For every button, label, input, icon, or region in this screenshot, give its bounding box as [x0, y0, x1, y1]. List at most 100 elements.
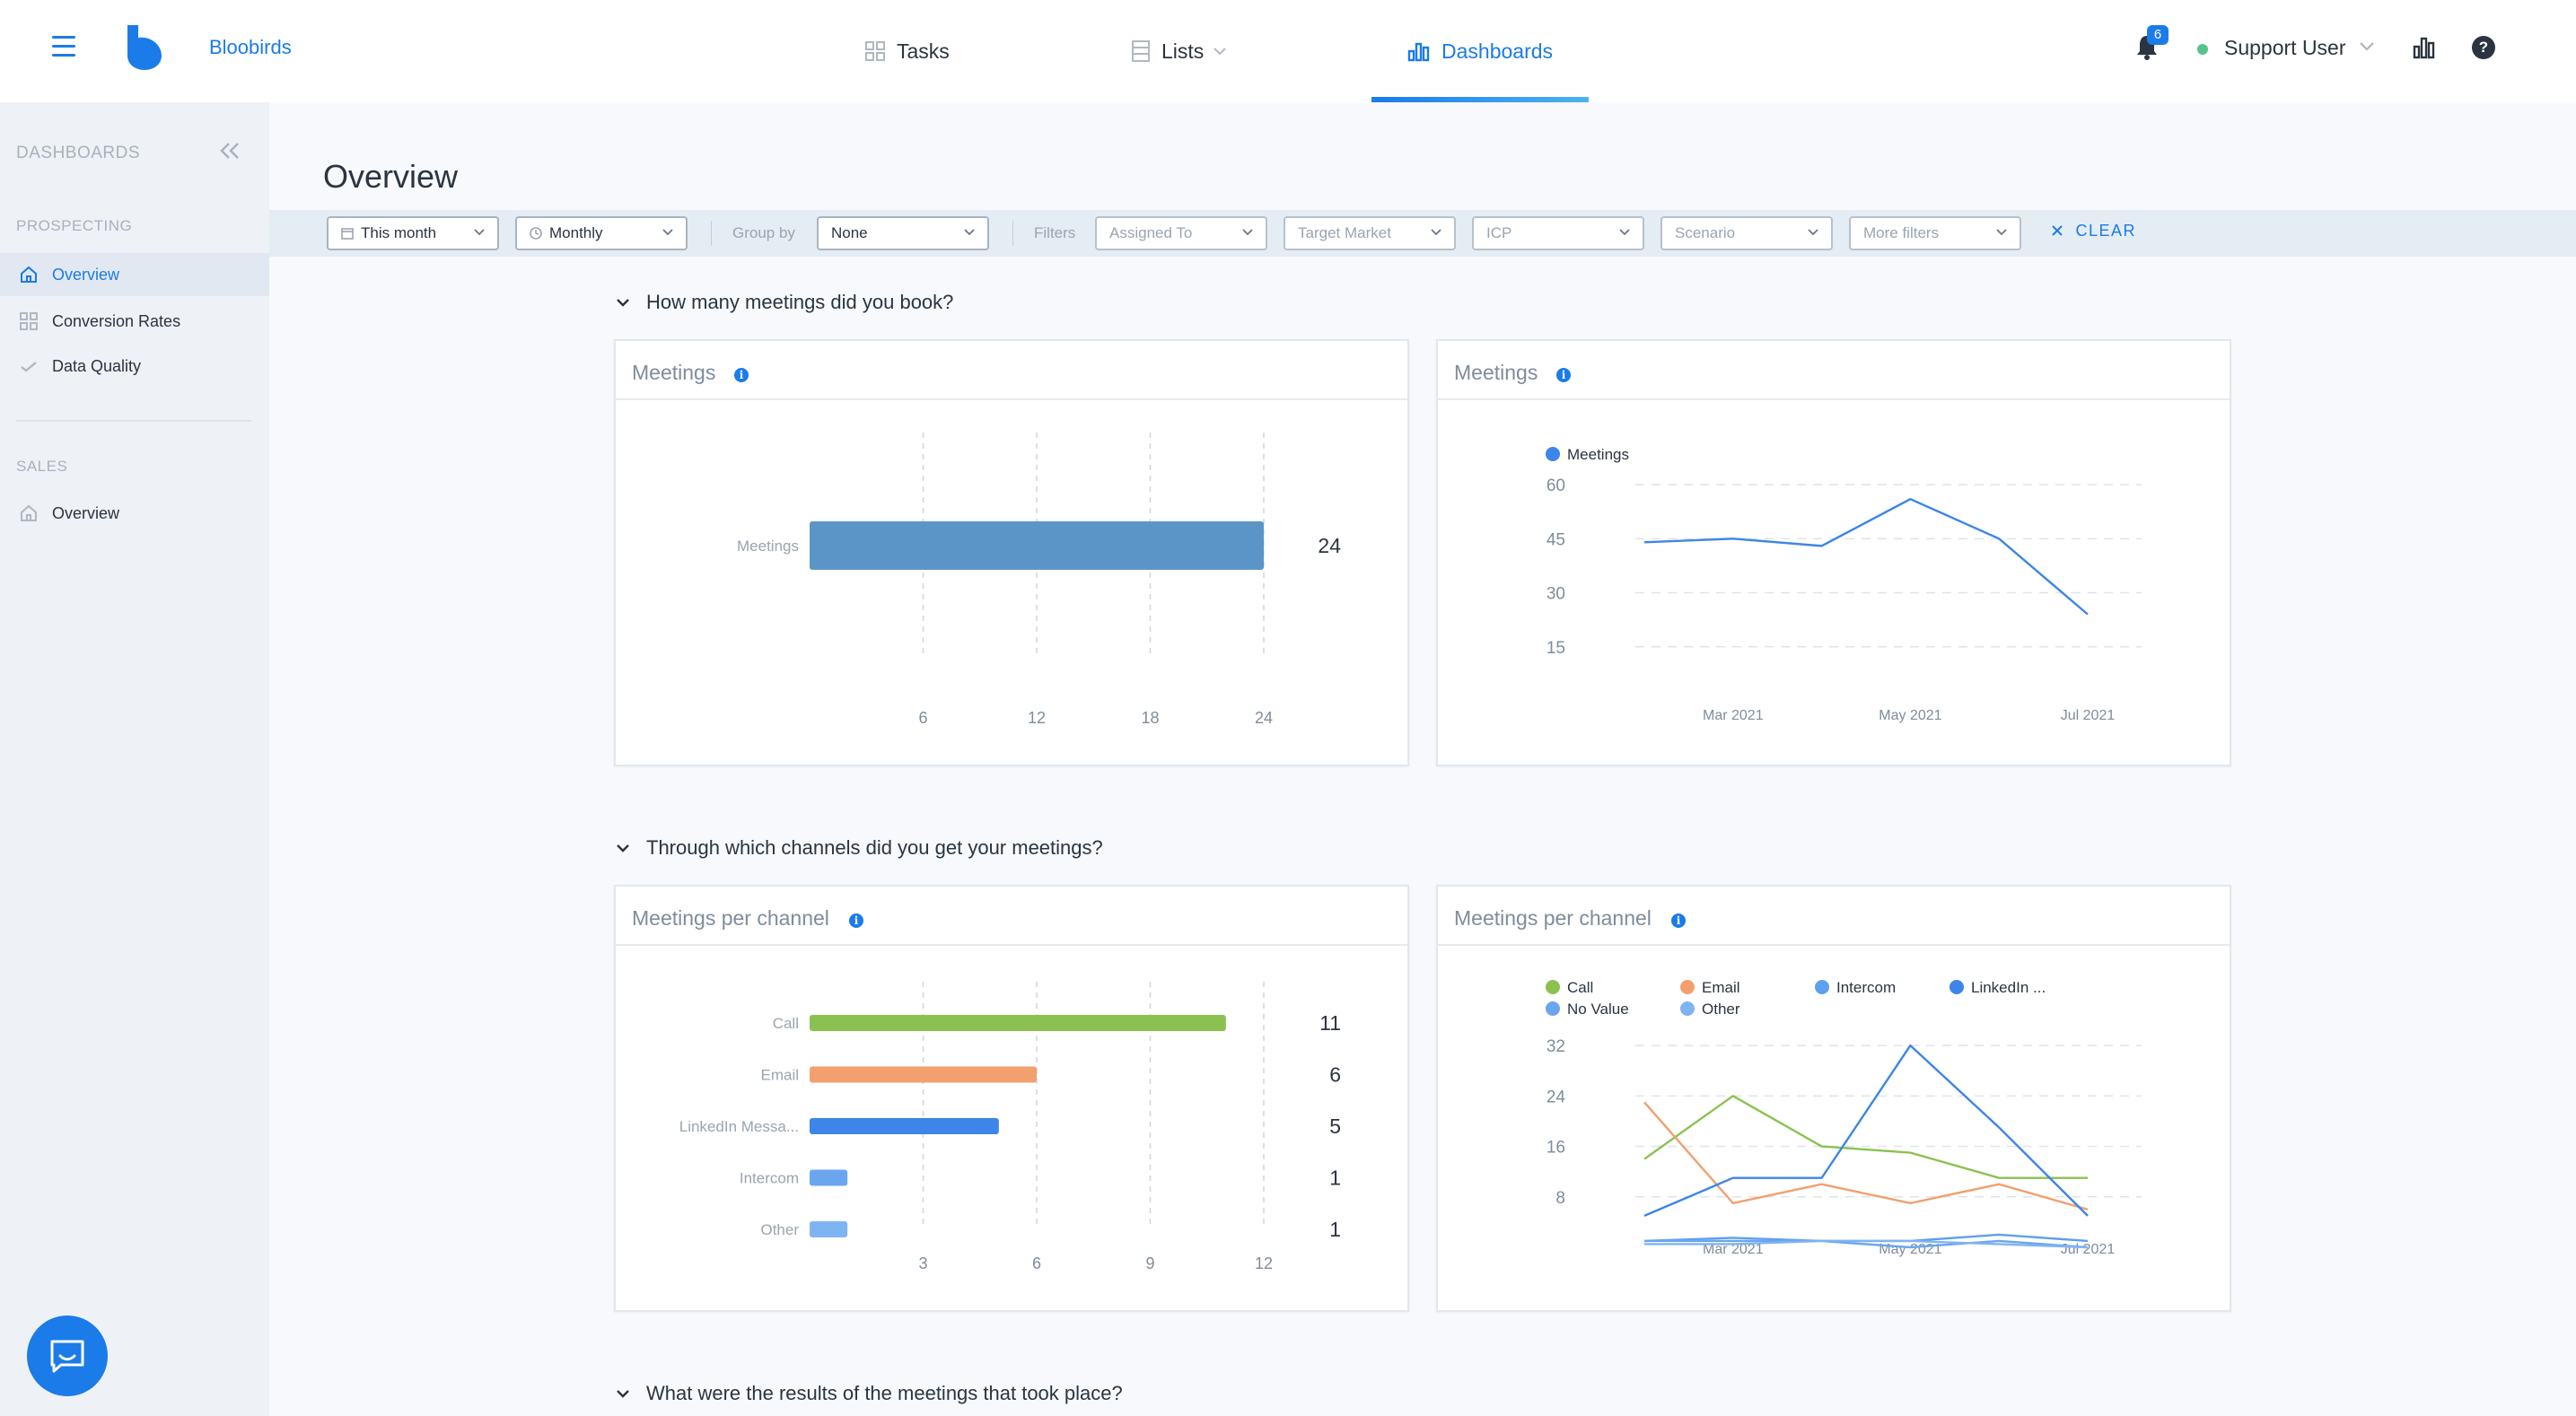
x-tick-label: 24	[1255, 709, 1273, 727]
x-tick-label: Jul 2021	[2061, 1242, 2116, 1257]
nav-tasks-label: Tasks	[897, 39, 950, 63]
section-toggle-meeting-results[interactable]: What were the results of the meetings th…	[616, 1382, 1123, 1405]
sidebar-divider	[16, 420, 251, 422]
x-tick-label: Mar 2021	[1703, 1242, 1764, 1257]
legend-label: Intercom	[1836, 979, 1896, 996]
filter-separator	[711, 221, 712, 246]
online-status-dot	[2197, 44, 2208, 55]
stats-icon[interactable]	[2413, 36, 2436, 59]
legend-label: No Value	[1567, 1001, 1629, 1018]
data-label: 1	[1329, 1167, 1341, 1190]
card-header: Meetings per channel i	[616, 887, 1407, 946]
help-icon[interactable]: ?	[2472, 36, 2495, 59]
x-tick-label: 12	[1255, 1254, 1273, 1272]
y-tick-label: 45	[1546, 530, 1565, 549]
legend-label: LinkedIn ...	[1971, 979, 2046, 996]
calendar-icon	[341, 228, 354, 240]
nav-dashboards[interactable]: Dashboards	[1407, 0, 1553, 102]
chevron-down-icon[interactable]	[2359, 41, 2375, 52]
y-tick-label: 15	[1546, 639, 1565, 658]
clock-icon	[530, 227, 542, 240]
sidebar-item-label: Conversion Rates	[52, 311, 181, 330]
sidebar-item-prospecting-overview[interactable]: Overview	[0, 253, 269, 296]
card-title: Meetings per channel	[1454, 906, 1652, 930]
bar	[810, 1221, 848, 1237]
date-range-select[interactable]: This month	[327, 216, 499, 250]
sidebar-item-label: Data Quality	[52, 356, 142, 375]
granularity-select[interactable]: Monthly	[515, 216, 688, 250]
home-icon	[21, 266, 37, 283]
bar	[810, 1066, 1037, 1083]
chevron-down-icon	[1431, 229, 1441, 236]
meetings-line-chart: 15 30 45 60 Mar 2021 May 2021 Jul 2021 Meetings	[1546, 446, 2142, 723]
nav-lists[interactable]: Lists	[1131, 0, 1238, 102]
group-by-label: Group by	[732, 224, 795, 241]
y-tick-label: 60	[1546, 476, 1565, 495]
chat-launcher-button[interactable]	[27, 1315, 108, 1396]
category-label: Intercom	[740, 1170, 799, 1187]
brand-name[interactable]: Bloobirds	[209, 36, 292, 58]
target-market-placeholder: Target Market	[1298, 224, 1391, 241]
user-menu[interactable]: Support User	[2224, 36, 2346, 59]
series-line	[1643, 497, 2089, 616]
channel-line-card: Meetings per channel i 8 16 24 32 Mar 2021 Ma…	[1436, 885, 2231, 1312]
info-icon[interactable]: i	[734, 368, 749, 382]
menu-icon[interactable]	[52, 36, 75, 57]
nav-tasks[interactable]: Tasks	[864, 0, 950, 102]
bloobirds-logo	[127, 25, 162, 70]
card-title: Meetings	[632, 361, 716, 384]
chat-icon	[50, 1340, 84, 1373]
bar	[810, 521, 1264, 570]
icp-select[interactable]: ICP	[1472, 216, 1644, 250]
chevron-down-icon	[617, 299, 629, 307]
series-line	[1643, 1095, 2088, 1179]
chevron-down-icon	[617, 844, 629, 852]
grid-icon	[865, 41, 885, 61]
legend-marker	[1815, 980, 1829, 994]
channel-bar-card: Meetings per channel i 3 6 9 12 Call 11 Email 6…	[614, 885, 1409, 1312]
clear-label: CLEAR	[2075, 222, 2137, 240]
scenario-placeholder: Scenario	[1675, 224, 1736, 241]
legend-marker	[1546, 447, 1560, 461]
sidebar-item-sales-overview[interactable]: Overview	[0, 492, 269, 535]
info-icon[interactable]: i	[1556, 368, 1571, 382]
category-label: Email	[760, 1067, 799, 1084]
clear-filters-button[interactable]: CLEAR	[2052, 222, 2136, 240]
data-label: 11	[1319, 1011, 1341, 1035]
channel-line-chart: 8 16 24 32 Mar 2021 May 2021 Jul 2021 Call Email…	[1546, 979, 2142, 1257]
card-title: Meetings	[1454, 361, 1538, 384]
section-toggle-meetings-channels[interactable]: Through which channels did you get your …	[616, 836, 1103, 860]
data-label: 24	[1318, 534, 1341, 557]
grid-icon	[20, 312, 38, 330]
assigned-to-placeholder: Assigned To	[1109, 224, 1193, 241]
category-label: Call	[773, 1015, 799, 1032]
legend-marker	[1546, 1001, 1560, 1016]
icp-placeholder: ICP	[1486, 224, 1512, 241]
section-toggle-meetings-booked[interactable]: How many meetings did you book?	[616, 291, 953, 314]
target-market-select[interactable]: Target Market	[1284, 216, 1456, 250]
section-title: What were the results of the meetings th…	[646, 1382, 1123, 1404]
group-by-select[interactable]: None	[817, 216, 989, 250]
active-tab-indicator	[1371, 97, 1589, 102]
card-header: Meetings per channel i	[1438, 887, 2230, 946]
bar-chart-icon	[1407, 42, 1430, 62]
x-tick-label: 9	[1145, 1254, 1154, 1272]
data-label: 6	[1329, 1063, 1341, 1087]
card-title: Meetings per channel	[632, 906, 829, 930]
x-tick-label: 6	[1032, 1254, 1041, 1272]
nav-lists-label: Lists	[1161, 39, 1205, 63]
sidebar-heading: DASHBOARDS	[16, 144, 141, 162]
granularity-value: Monthly	[549, 224, 603, 241]
chevron-down-icon	[1619, 229, 1630, 236]
info-icon[interactable]: i	[849, 913, 863, 928]
sidebar-item-conversion-rates[interactable]: Conversion Rates	[0, 300, 269, 343]
collapse-sidebar-icon[interactable]	[219, 142, 241, 160]
sidebar-item-data-quality[interactable]: Data Quality	[0, 345, 269, 388]
more-filters-select[interactable]: More filters	[1849, 216, 2021, 250]
scenario-select[interactable]: Scenario	[1660, 216, 1833, 250]
bar	[810, 1169, 848, 1186]
bar	[810, 1015, 1226, 1031]
assigned-to-select[interactable]: Assigned To	[1095, 216, 1267, 250]
meetings-bar-chart: 6 12 18 24 Meetings 24	[737, 433, 1341, 727]
info-icon[interactable]: i	[1671, 913, 1686, 928]
